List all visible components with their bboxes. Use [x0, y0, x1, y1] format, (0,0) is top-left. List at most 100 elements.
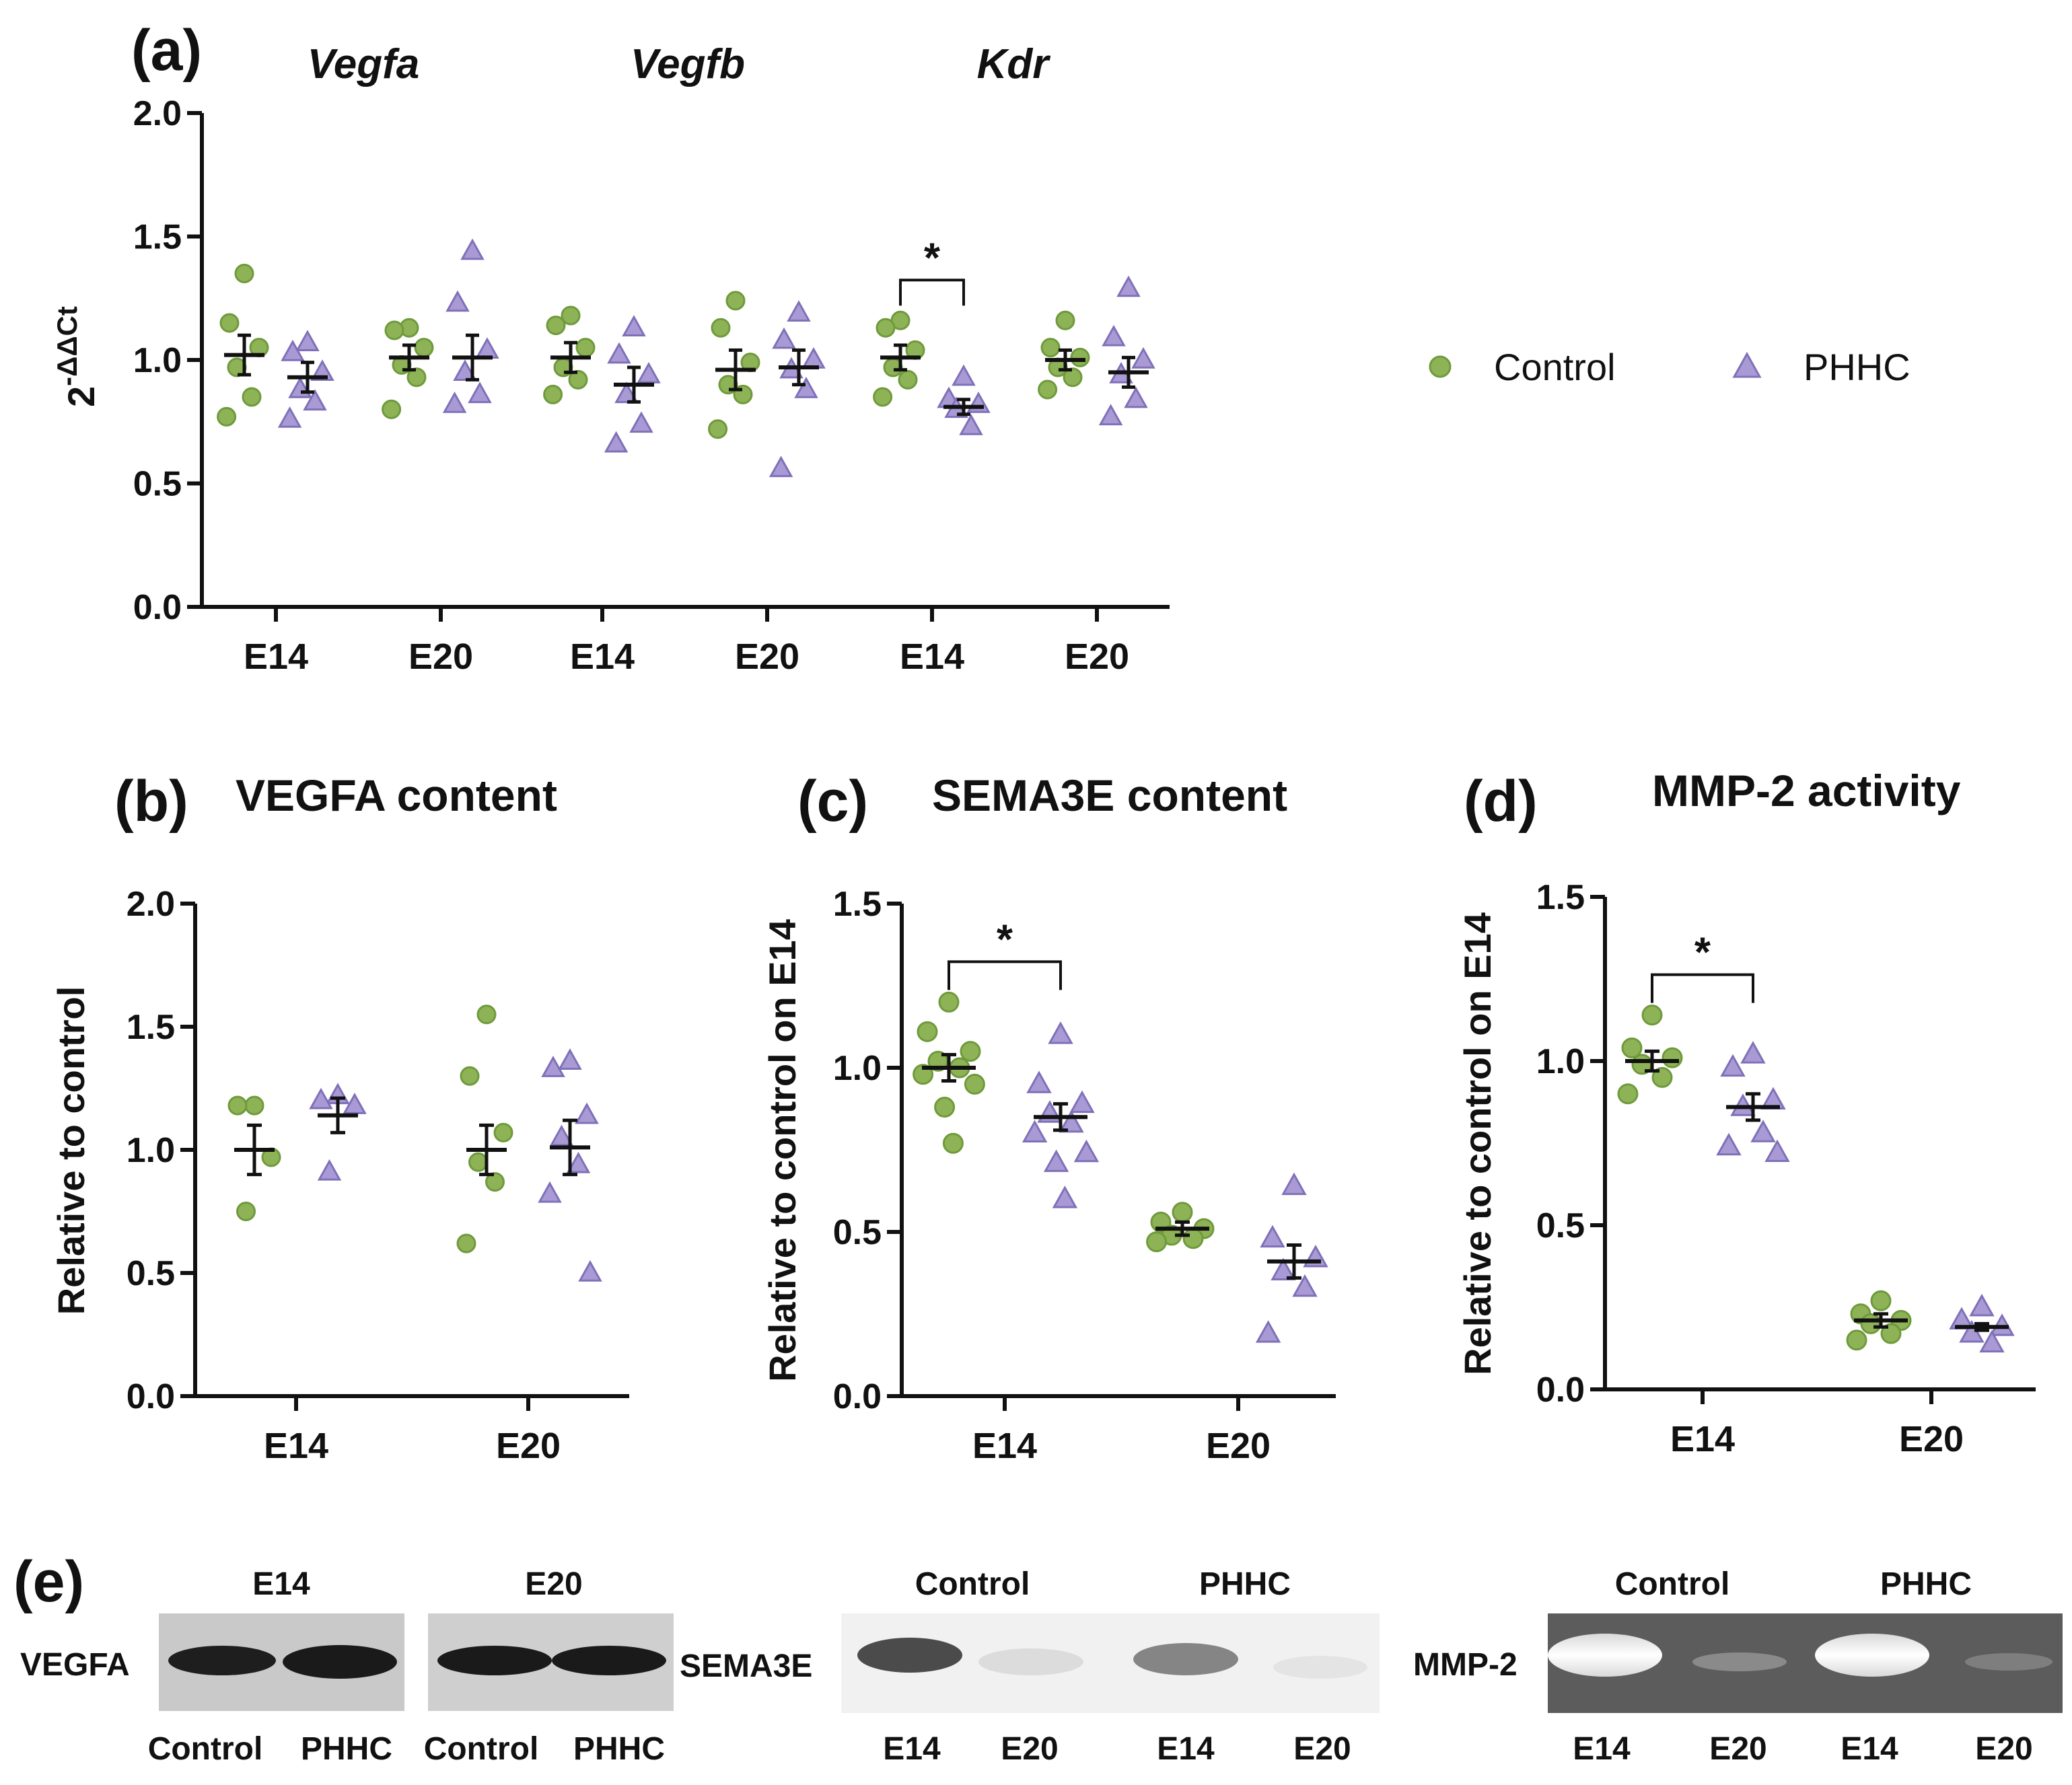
- panel-c-label: (c): [797, 769, 868, 834]
- panel-d-y-axis-title: Relative to control on E14: [1456, 912, 1499, 1375]
- control-point: [711, 318, 731, 338]
- legend-control-label: Control: [1494, 346, 1616, 388]
- control-point: [546, 316, 566, 336]
- y-tick-label: 1.0: [133, 341, 182, 380]
- axis-line: [900, 904, 1336, 1398]
- phhc-point: [1102, 324, 1126, 347]
- phhc-point: [1260, 1225, 1285, 1248]
- phhc-point: [1255, 1320, 1281, 1343]
- control-point: [242, 387, 262, 407]
- sema3e-lane-label: E20: [1293, 1731, 1351, 1767]
- control-point: [1182, 1228, 1204, 1249]
- control-point: [1860, 1313, 1882, 1334]
- control-point: [219, 313, 240, 333]
- significance-bracket: [948, 960, 1062, 990]
- y-tick-label: 0.0: [833, 1377, 882, 1416]
- control-point: [942, 1132, 964, 1154]
- svg-text:2-ΔΔCt: 2-ΔΔCt: [51, 306, 102, 407]
- phhc-error-bar: [957, 398, 970, 416]
- phhc-point: [1764, 1139, 1790, 1163]
- mmp2-lane-label: E20: [1709, 1731, 1766, 1767]
- control-point: [382, 399, 402, 419]
- phhc-point: [309, 1087, 333, 1109]
- mmp2-lane-label: E14: [1573, 1731, 1631, 1767]
- x-tick-label: E14: [972, 1426, 1037, 1466]
- phhc-point: [442, 391, 467, 413]
- y-tick-label: 0.5: [1536, 1206, 1585, 1245]
- panel-b-y-axis-title: Relative to control: [50, 986, 92, 1315]
- control-point: [384, 320, 404, 340]
- control-error-bar: [479, 1123, 494, 1177]
- phhc-error-bar: [1287, 1243, 1301, 1280]
- y-tick-label: 0.0: [1536, 1371, 1585, 1410]
- control-point: [876, 318, 896, 338]
- panel-a-y-label-base: 2: [60, 386, 102, 407]
- panel-c-title: SEMA3E content: [932, 770, 1287, 820]
- panel-e: (e) E14 E20 VEGFA Control PHHC Control P…: [13, 1550, 2063, 1767]
- control-point: [1621, 1037, 1643, 1058]
- control-point: [960, 1041, 981, 1062]
- control-point: [227, 1095, 248, 1116]
- y-tick-label: 1.5: [833, 885, 882, 924]
- phhc-point: [445, 290, 470, 312]
- phhc-error-bar: [1746, 1092, 1760, 1122]
- control-point: [1651, 1066, 1673, 1088]
- control-error-bar: [729, 348, 742, 392]
- phhc-error-bar: [792, 348, 806, 387]
- phhc-point: [1750, 1120, 1776, 1142]
- vegfa-lane-label: PHHC: [573, 1731, 665, 1767]
- significance-star: *: [1694, 930, 1711, 976]
- control-point: [1070, 347, 1090, 367]
- phhc-point: [637, 361, 661, 384]
- phhc-error-bar: [627, 365, 641, 404]
- x-tick-label: E20: [1899, 1419, 1964, 1459]
- control-point: [873, 387, 893, 407]
- control-point: [543, 384, 563, 404]
- band: [1815, 1634, 1929, 1677]
- phhc-point: [549, 1124, 574, 1146]
- significance-star: *: [997, 916, 1013, 963]
- control-point: [414, 338, 434, 358]
- phhc-point: [1048, 1021, 1073, 1044]
- band: [168, 1646, 276, 1675]
- y-tick-label: 0.0: [127, 1377, 175, 1416]
- control-point: [406, 367, 427, 388]
- vegfa-lane-label: Control: [148, 1731, 263, 1767]
- phhc-error-bar: [466, 333, 479, 381]
- panel-a-y-label-sup: -ΔΔCt: [51, 306, 83, 386]
- y-tick-label: 2.0: [133, 94, 182, 133]
- control-error-bar: [894, 343, 907, 372]
- legend-phhc-marker: [1732, 351, 1762, 378]
- phhc-point: [1271, 1258, 1296, 1280]
- phhc-point: [475, 337, 499, 359]
- phhc-point: [1026, 1070, 1052, 1093]
- x-tick-label: E20: [408, 636, 473, 677]
- control-point: [1662, 1047, 1683, 1068]
- significance-star: *: [924, 235, 941, 281]
- phhc-point: [566, 1151, 591, 1173]
- mmp2-blot-name: MMP-2: [1413, 1647, 1517, 1683]
- phhc-point: [460, 238, 485, 260]
- control-point: [460, 1066, 480, 1086]
- phhc-point: [1043, 1149, 1069, 1172]
- legend-control-marker: [1429, 355, 1452, 378]
- phhc-point: [966, 391, 991, 413]
- band: [437, 1646, 552, 1675]
- y-tick-label: 0.0: [133, 588, 182, 627]
- y-tick-label: 1.5: [127, 1008, 175, 1047]
- phhc-point: [453, 359, 477, 381]
- sema3e-blot-name: SEMA3E: [680, 1648, 812, 1684]
- legend-phhc-label: PHHC: [1803, 346, 1910, 388]
- control-point: [575, 338, 596, 358]
- phhc-point: [1281, 1172, 1307, 1196]
- control-point: [1172, 1202, 1193, 1223]
- control-error-bar: [564, 340, 577, 374]
- vegfa-top-label-e20: E20: [525, 1566, 582, 1602]
- band: [1133, 1643, 1238, 1675]
- control-point: [1040, 338, 1061, 358]
- control-point: [561, 305, 581, 326]
- phhc-point: [1716, 1132, 1742, 1156]
- band: [1273, 1656, 1367, 1679]
- control-point: [1870, 1290, 1892, 1311]
- phhc-error-bar: [301, 361, 314, 394]
